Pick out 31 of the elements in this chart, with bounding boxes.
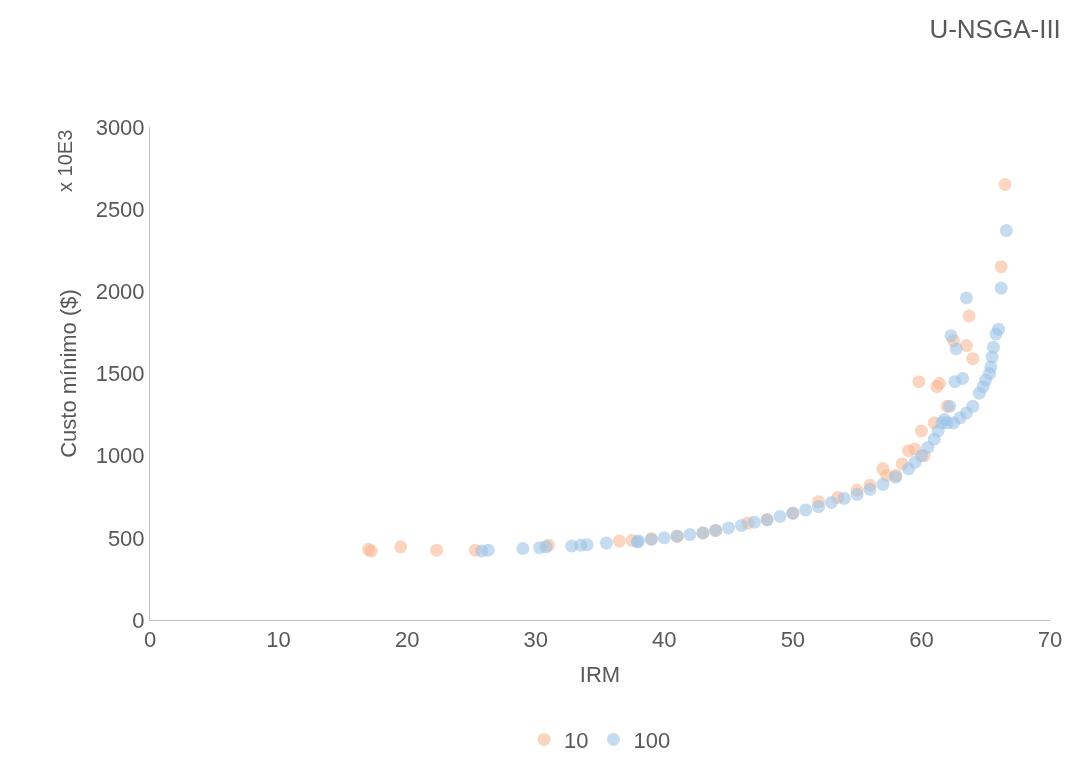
- y-tick-label: 2500: [95, 196, 145, 222]
- point: [914, 424, 928, 438]
- x-tick-label: 40: [652, 627, 677, 653]
- x-tick-label: 10: [266, 627, 291, 653]
- point: [394, 540, 408, 554]
- point: [912, 375, 926, 389]
- point: [998, 178, 1012, 192]
- chart-title: U-NSGA-III: [929, 13, 1061, 44]
- legend-label: 100: [633, 727, 671, 753]
- point: [962, 309, 976, 323]
- point: [430, 543, 444, 557]
- x-tick-label: 60: [909, 627, 934, 653]
- y-tick-label: 1000: [95, 443, 145, 469]
- point: [994, 260, 1008, 274]
- x-axis-title: IRM: [579, 662, 621, 688]
- legend-label: 10: [564, 727, 589, 753]
- y-axis-title: Custo mínimo ($): [56, 289, 82, 458]
- text: x 10E3: [53, 129, 76, 193]
- point: [966, 352, 980, 366]
- x-tick-label: 70: [1037, 627, 1063, 653]
- point: [932, 376, 946, 390]
- point: [959, 339, 973, 353]
- y-tick-label: 2000: [95, 279, 145, 305]
- x-tick-label: 30: [523, 627, 548, 653]
- y-tick-label: 1500: [95, 361, 145, 387]
- y-tick-label: 0: [132, 607, 145, 633]
- y-tick-label: 500: [107, 525, 145, 551]
- x-tick-label: 50: [780, 627, 806, 653]
- point: [612, 534, 626, 548]
- x-tick-label: 20: [394, 627, 420, 653]
- y-tick-label: 3000: [95, 114, 145, 140]
